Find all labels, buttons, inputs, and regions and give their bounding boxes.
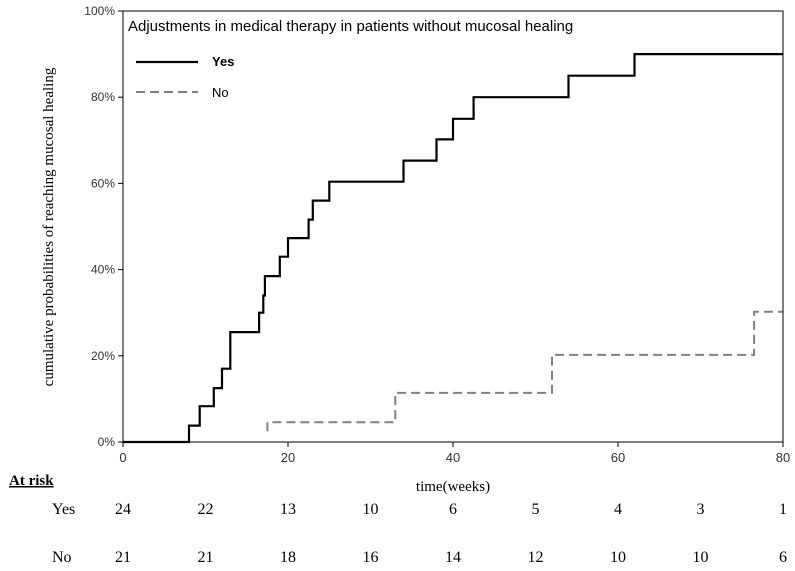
at-risk-value-no: 6 [779, 549, 787, 566]
legend: Yes No [136, 54, 234, 100]
y-axis-label: cumulative probabilities of reaching muc… [41, 67, 57, 386]
at-risk-value-yes: 3 [697, 501, 705, 518]
x-tick-label: 40 [446, 450, 460, 465]
at-risk-value-no: 12 [528, 549, 544, 566]
at-risk-row-label-yes: Yes [52, 501, 75, 518]
x-axis-label: time(weeks) [416, 479, 490, 495]
y-tick-label: 0% [98, 435, 116, 449]
at-risk-value-no: 16 [363, 549, 379, 566]
at-risk-value-no: 10 [693, 549, 709, 566]
y-tick-label: 60% [91, 176, 115, 190]
at-risk-value-no: 10 [610, 549, 626, 566]
plot-area [123, 53, 783, 444]
at-risk-values: 24 22 13 10 6 5 4 3 1 21 21 18 16 14 12 10 10 6 [115, 501, 787, 566]
x-tick-label: 0 [119, 450, 126, 465]
at-risk-value-yes: 6 [449, 501, 457, 518]
axes: 0 20 40 60 80 0% 20% 40% 60% 80% 100% [84, 4, 790, 465]
series-line-yes [123, 53, 783, 444]
at-risk-value-no: 18 [280, 549, 296, 566]
y-tick-label: 100% [84, 4, 115, 18]
x-tick-label: 80 [776, 450, 790, 465]
legend-label-yes: Yes [212, 54, 234, 69]
at-risk-value-yes: 10 [363, 501, 379, 518]
at-risk-value-no: 21 [115, 549, 131, 566]
y-tick-label: 40% [91, 263, 115, 277]
at-risk-heading: At risk [9, 473, 54, 489]
at-risk-value-yes: 5 [532, 501, 540, 518]
at-risk-value-no: 21 [198, 549, 214, 566]
at-risk-value-yes: 1 [779, 501, 787, 518]
at-risk-value-yes: 13 [280, 501, 296, 518]
series-line-no [266, 310, 783, 432]
y-tick-label: 80% [91, 90, 115, 104]
x-tick-label: 60 [611, 450, 625, 465]
at-risk-value-yes: 22 [198, 501, 214, 518]
at-risk-table: At risk Yes No 24 22 13 10 6 5 4 3 1 21 21 18 16 14 12… [9, 473, 787, 566]
y-tick-label: 20% [91, 349, 115, 363]
chart-title: Adjustments in medical therapy in patien… [128, 18, 573, 35]
at-risk-value-yes: 4 [614, 501, 622, 518]
at-risk-row-label-no: No [52, 549, 72, 566]
at-risk-value-yes: 24 [115, 501, 131, 518]
at-risk-value-no: 14 [445, 549, 461, 566]
legend-label-no: No [212, 85, 229, 100]
x-tick-label: 20 [281, 450, 295, 465]
